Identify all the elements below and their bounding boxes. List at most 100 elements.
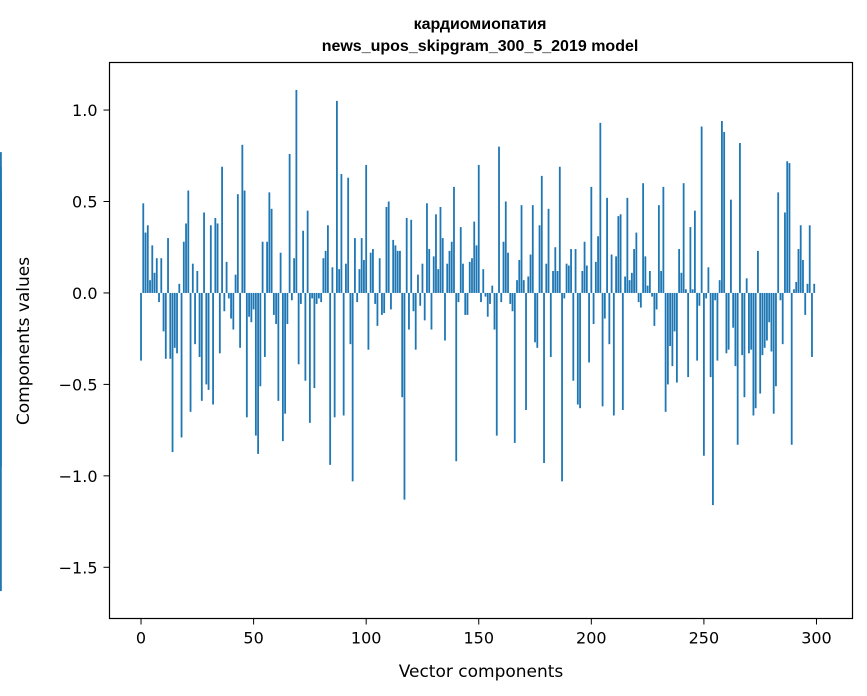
bar-265 bbox=[736, 292, 739, 445]
bar-214 bbox=[621, 292, 624, 410]
bar-134 bbox=[441, 238, 444, 293]
bar-undefined bbox=[0, 196, 2, 293]
bar-153 bbox=[484, 292, 487, 297]
bar-39 bbox=[227, 292, 230, 299]
bar-14 bbox=[171, 292, 174, 453]
bar-194 bbox=[576, 292, 579, 405]
bar-184 bbox=[554, 247, 557, 293]
bar-70 bbox=[297, 292, 300, 365]
bar-124 bbox=[419, 292, 422, 306]
bar-31 bbox=[209, 225, 212, 293]
bar-295 bbox=[804, 292, 807, 315]
bar-254 bbox=[712, 292, 714, 506]
plot-frame bbox=[108, 61, 854, 620]
bar-294 bbox=[802, 260, 804, 293]
bar-165 bbox=[511, 292, 514, 312]
bar-252 bbox=[707, 267, 710, 293]
bar-3 bbox=[146, 225, 149, 293]
bar-271 bbox=[750, 292, 753, 350]
bar-282 bbox=[775, 292, 777, 387]
bar-19 bbox=[182, 241, 185, 293]
bar-104 bbox=[374, 292, 377, 304]
bar-217 bbox=[628, 280, 631, 293]
bar-112 bbox=[392, 239, 395, 293]
bar-236 bbox=[671, 292, 674, 367]
bar-54 bbox=[261, 241, 264, 293]
bar-154 bbox=[486, 292, 489, 317]
x-tick-label: 200 bbox=[576, 629, 607, 648]
y-tick-label: −1.0 bbox=[59, 467, 98, 486]
bar-172 bbox=[527, 276, 530, 293]
bar-62 bbox=[279, 252, 282, 293]
bar-50 bbox=[252, 292, 255, 310]
bar-233 bbox=[664, 292, 667, 412]
bar-168 bbox=[518, 260, 521, 293]
bar-75 bbox=[308, 292, 311, 423]
bar-195 bbox=[579, 292, 581, 409]
bar-98 bbox=[360, 238, 363, 293]
bar-278 bbox=[766, 292, 768, 341]
bar-87 bbox=[336, 100, 338, 293]
bar-115 bbox=[399, 250, 401, 293]
bar-46 bbox=[243, 190, 246, 293]
bar-114 bbox=[396, 250, 399, 293]
bar-4 bbox=[149, 280, 151, 293]
bar-186 bbox=[558, 166, 561, 293]
x-tick-label: 0 bbox=[136, 629, 146, 648]
bar-274 bbox=[757, 250, 759, 293]
bar-297 bbox=[808, 225, 811, 293]
bar-113 bbox=[394, 245, 397, 293]
bar-196 bbox=[581, 271, 584, 293]
bar-32 bbox=[212, 292, 214, 405]
bar-8 bbox=[158, 292, 160, 303]
bar-197 bbox=[583, 241, 586, 293]
bar-51 bbox=[254, 292, 257, 436]
bar-189 bbox=[565, 263, 568, 293]
bar-145 bbox=[466, 292, 469, 315]
y-tick-label: 1.0 bbox=[72, 101, 97, 120]
x-tick-label: 300 bbox=[801, 629, 832, 648]
bar-211 bbox=[615, 256, 617, 293]
bar-122 bbox=[414, 292, 417, 350]
bar-81 bbox=[322, 258, 325, 293]
bar-83 bbox=[327, 225, 329, 293]
bar-285 bbox=[781, 292, 784, 345]
bar-250 bbox=[703, 292, 705, 456]
bar-296 bbox=[806, 283, 809, 293]
bar-11 bbox=[164, 292, 167, 359]
bar-221 bbox=[637, 292, 640, 303]
bar-100 bbox=[365, 164, 368, 293]
bar-84 bbox=[329, 292, 332, 465]
bar-42 bbox=[234, 274, 237, 293]
bar-58 bbox=[270, 208, 273, 293]
bar-102 bbox=[369, 252, 372, 293]
bar-148 bbox=[473, 221, 476, 293]
y-axis-label: Components values bbox=[14, 257, 34, 425]
bars-group bbox=[0, 89, 816, 592]
bar-52 bbox=[257, 292, 259, 454]
bar-53 bbox=[259, 292, 262, 387]
bar-71 bbox=[299, 292, 302, 304]
bar-269 bbox=[745, 278, 748, 293]
x-axis-ticks: 0 50 100 150 200 250 300 bbox=[136, 618, 832, 648]
bar-48 bbox=[248, 292, 250, 317]
bar-152 bbox=[482, 269, 485, 293]
bar-147 bbox=[471, 258, 473, 293]
bar-107 bbox=[381, 292, 383, 315]
bar-191 bbox=[570, 249, 572, 293]
bar-55 bbox=[263, 292, 266, 357]
bar-132 bbox=[437, 269, 440, 293]
bar-280 bbox=[770, 292, 773, 352]
bar-131 bbox=[435, 214, 437, 293]
bar-244 bbox=[689, 227, 692, 293]
bar-177 bbox=[538, 225, 541, 293]
bar-101 bbox=[367, 292, 370, 350]
bar-208 bbox=[608, 292, 611, 345]
bar-229 bbox=[655, 292, 658, 310]
bar-89 bbox=[340, 174, 343, 293]
bar-78 bbox=[315, 292, 318, 304]
bar-79 bbox=[317, 292, 320, 299]
bar-74 bbox=[306, 210, 309, 293]
bar-198 bbox=[585, 265, 588, 293]
